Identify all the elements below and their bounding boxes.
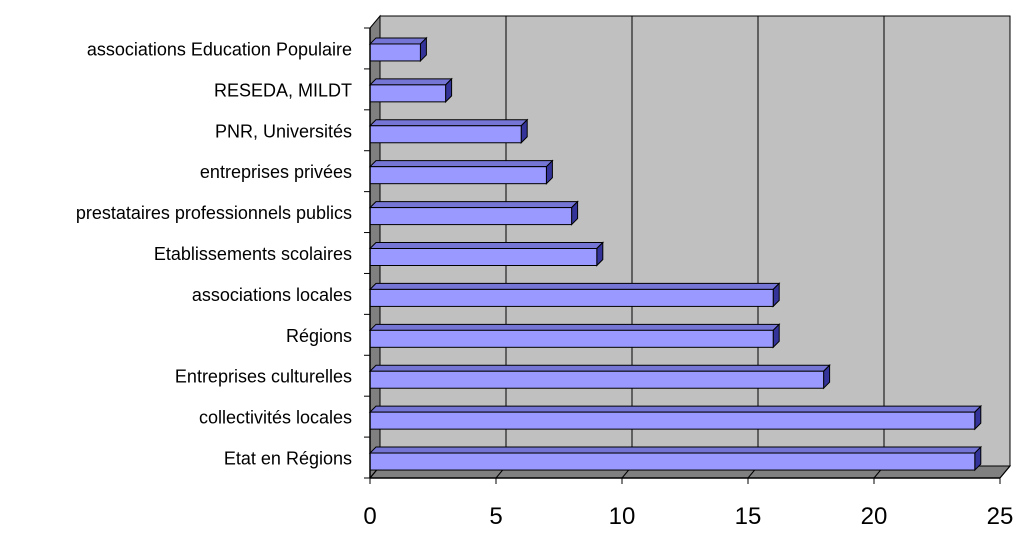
- bar-front-face: [369, 370, 825, 389]
- bar-top-face: [368, 446, 983, 454]
- bar-top-face: [368, 405, 983, 413]
- category-labels: associations Education Populaire RESEDA, …: [76, 39, 352, 468]
- bar-front-face: [369, 125, 522, 144]
- bar-top-face: [368, 201, 579, 209]
- bar-top-face: [368, 282, 781, 290]
- bar: [368, 323, 781, 349]
- category-label: Etablissements scolaires: [154, 244, 352, 264]
- x-tick-label: 20: [861, 503, 888, 530]
- bar-front-face: [369, 84, 447, 103]
- bar: [368, 404, 983, 431]
- bar: [368, 77, 453, 104]
- bar: [368, 445, 983, 472]
- bar-top-face: [368, 242, 605, 249]
- bar-front-face: [369, 329, 774, 348]
- x-tick-label: 10: [609, 503, 636, 530]
- bar-front-face: [369, 166, 547, 185]
- axes: [364, 27, 1001, 484]
- bar-front-face: [369, 452, 976, 471]
- bar-top-face: [368, 119, 529, 127]
- x-tick-label: 5: [489, 503, 502, 530]
- bars: [368, 36, 983, 472]
- category-label: Entreprises culturelles: [175, 367, 352, 387]
- x-tick-label: 0: [363, 503, 376, 530]
- bar-front-face: [369, 207, 573, 226]
- bar-top-face: [368, 160, 554, 168]
- category-label: RESEDA, MILDT: [214, 80, 352, 100]
- category-label: Etat en Régions: [224, 449, 352, 469]
- category-label: associations Education Populaire: [87, 39, 352, 59]
- bar-top-face: [368, 364, 831, 372]
- bar-top-face: [368, 37, 428, 45]
- category-label: associations locales: [192, 285, 352, 305]
- floor-gridline: [999, 465, 1011, 479]
- bar-front-face: [369, 248, 598, 266]
- x-tick-label: 25: [987, 503, 1014, 530]
- bar: [368, 241, 605, 267]
- category-label: collectivités locales: [199, 408, 352, 428]
- bar-top-face: [368, 78, 453, 86]
- tick-labels: 0 5 10 15 20 25: [363, 503, 1013, 530]
- bar: [368, 364, 831, 390]
- bar: [368, 159, 554, 185]
- category-label: PNR, Universités: [215, 121, 352, 141]
- bar: [368, 118, 529, 144]
- bar-front-face: [369, 288, 774, 307]
- bar: [368, 282, 781, 308]
- category-label: Régions: [286, 326, 352, 346]
- bar: [368, 200, 579, 226]
- plot-back-wall: [379, 15, 1011, 467]
- bar-top-face: [368, 323, 781, 331]
- category-label: prestataires professionnels publics: [76, 203, 352, 223]
- x-tick-label: 15: [735, 503, 762, 530]
- bar-front-face: [369, 43, 421, 62]
- bar-front-face: [369, 411, 976, 430]
- category-label: entreprises privées: [200, 162, 352, 182]
- bar: [368, 36, 428, 63]
